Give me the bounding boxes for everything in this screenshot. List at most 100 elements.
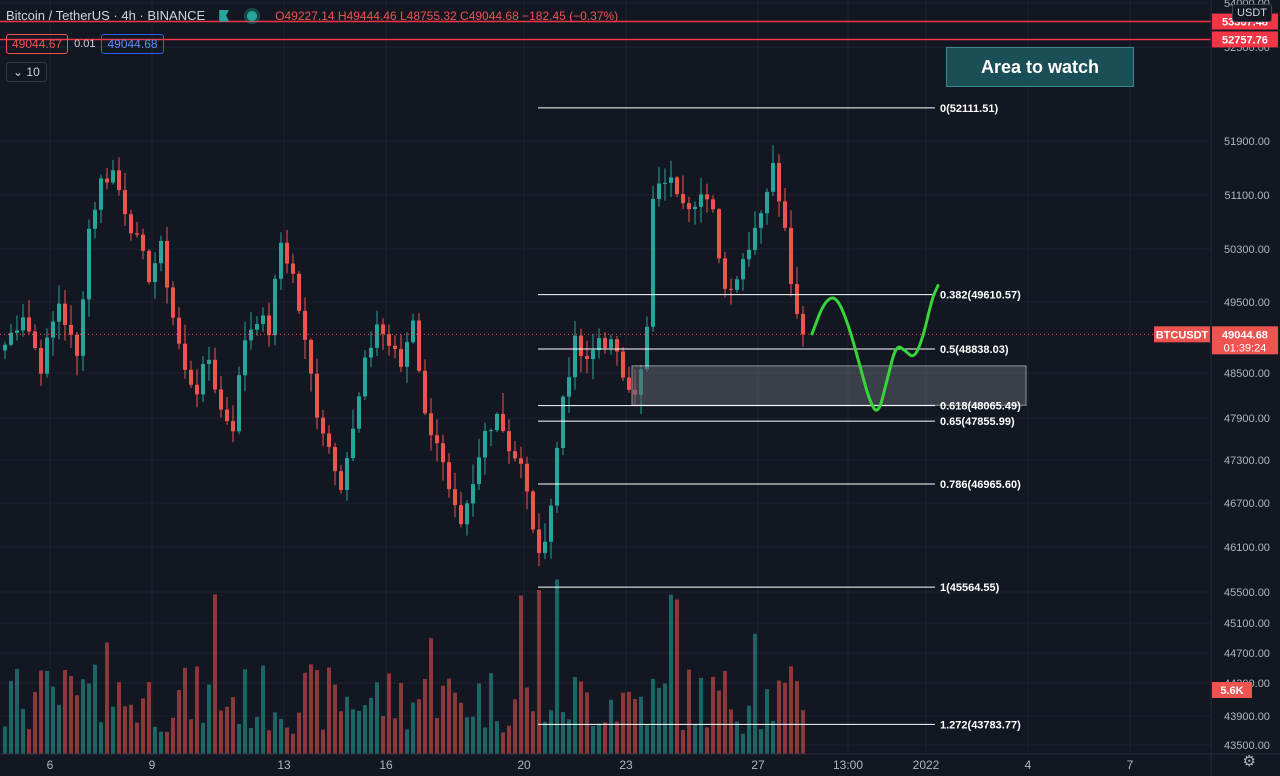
volume-bar (45, 671, 49, 754)
candle-body (573, 335, 577, 378)
candle-body (801, 313, 805, 335)
candle-body (549, 505, 553, 542)
gear-icon[interactable]: ⚙ (1242, 753, 1256, 770)
volume-tag-label: 5.6K (1220, 685, 1243, 697)
candle-body (381, 324, 385, 335)
candle-body (375, 324, 379, 348)
candle-body (717, 209, 721, 259)
candle-body (699, 194, 703, 207)
sell-button[interactable]: 49044.67 (6, 34, 69, 54)
chart-grid (0, 0, 1211, 754)
time-tick-label: 27 (751, 758, 765, 772)
volume-bar (735, 721, 739, 754)
price-tick-label: 48500.00 (1224, 368, 1270, 380)
chevron-down-icon: ⌄ (13, 65, 24, 79)
candle-body (747, 249, 751, 260)
candle-body (231, 421, 235, 432)
candle-body (519, 458, 523, 464)
candle-body (399, 349, 403, 367)
volume-bar (429, 638, 433, 754)
volume-bar (777, 680, 781, 754)
volume-bar (603, 722, 607, 754)
volume-bar (309, 664, 313, 754)
candle-body (591, 350, 595, 360)
volume-bar (675, 599, 679, 754)
projection-curve[interactable] (810, 283, 940, 412)
price-tick-label: 43900.00 (1224, 711, 1270, 723)
buy-button[interactable]: 49044.68 (101, 34, 164, 54)
fibonacci-retracement[interactable]: 0(52111.51) 0.382(49610.57) 0.5(48838.03) 0… (538, 103, 1027, 732)
symbol-title[interactable]: Bitcoin / TetherUS · 4h · BINANCE (6, 8, 206, 23)
time-tick-label: 9 (149, 758, 156, 772)
watch-zone[interactable] (631, 365, 1027, 406)
volume-bar (651, 678, 655, 754)
status-dot-icon (247, 10, 258, 21)
candle-body (117, 170, 121, 191)
projection-path[interactable] (810, 283, 940, 412)
time-tick-label: 6 (47, 758, 54, 772)
volume-bar (171, 717, 175, 754)
volume-bar (663, 683, 667, 754)
candle-body (135, 233, 139, 235)
symbol-tag (1154, 326, 1210, 343)
volume-bar (765, 689, 769, 754)
volume-bar (489, 673, 493, 754)
price-tick-label: 50300.00 (1224, 244, 1270, 256)
volume-bar (201, 722, 205, 754)
volume-bar (759, 729, 763, 754)
volume-bar (189, 719, 193, 754)
volume-bar (417, 699, 421, 754)
volume-bar (453, 692, 457, 754)
candle-body (3, 344, 7, 351)
symbol-tag-label: BTCUSDT (1156, 329, 1209, 341)
candle-body (459, 505, 463, 525)
currency-button[interactable]: USDT (1232, 4, 1272, 22)
volume-bar (771, 720, 775, 754)
volume-bar (99, 722, 103, 754)
volume-bar (123, 706, 127, 754)
current-price-value: 49044.68 (1222, 329, 1268, 341)
volume-bar (561, 711, 565, 754)
candle-body (369, 347, 373, 358)
volume-bar (789, 666, 793, 754)
volume-bar (801, 710, 805, 754)
volume-bar (213, 594, 217, 754)
volume-bar (57, 704, 61, 754)
candle-body (177, 317, 181, 344)
area-to-watch-label[interactable]: Area to watch (946, 47, 1134, 87)
candle-body (741, 259, 745, 280)
volume-bars (3, 579, 805, 754)
flag-icon[interactable] (219, 9, 230, 22)
volume-bar (639, 696, 643, 754)
candle-body (693, 206, 697, 210)
candle-body (393, 345, 397, 350)
indicator-toggle[interactable]: ⌄ 10 (6, 62, 47, 82)
volume-bar (687, 669, 691, 754)
price-axis[interactable]: 54000.0052500.0051900.0051100.0050300.00… (1154, 0, 1280, 776)
price-tick-label: 46100.00 (1224, 542, 1270, 554)
volume-bar (543, 721, 547, 754)
volume-bar (531, 711, 535, 754)
candle-body (165, 241, 169, 288)
volume-bar (555, 579, 559, 754)
fib-level-label: 0(52111.51) (940, 103, 998, 115)
volume-bar (39, 670, 43, 754)
volume-bar (621, 692, 625, 754)
time-tick-label: 4 (1025, 758, 1032, 772)
volume-bar (261, 665, 265, 754)
candle-body (477, 457, 481, 485)
price-tick-label: 44700.00 (1224, 648, 1270, 660)
time-tick-label: 13 (277, 758, 291, 772)
volume-bar (141, 698, 145, 754)
volume-bar (363, 705, 367, 754)
price-tick-label: 47900.00 (1224, 413, 1270, 425)
volume-bar (159, 731, 163, 754)
volume-bar (405, 729, 409, 754)
candle-body (339, 471, 343, 490)
volume-bar (591, 725, 595, 754)
candle-body (429, 413, 433, 436)
volume-bar (633, 698, 637, 754)
candle-body (237, 375, 241, 432)
